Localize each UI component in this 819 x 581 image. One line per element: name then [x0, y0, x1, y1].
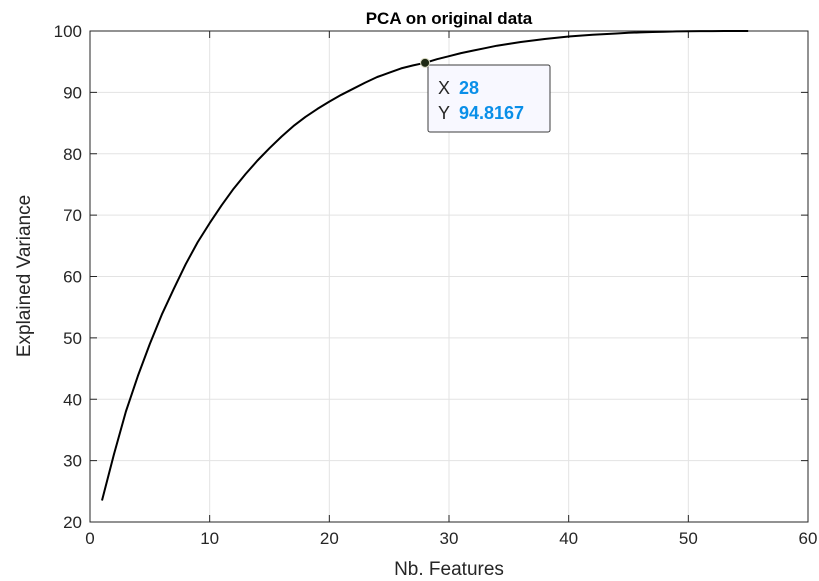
data-tip[interactable]: X 28 Y 94.8167 — [420, 57, 551, 133]
y-tick-label: 40 — [63, 390, 82, 409]
y-tick-label: 70 — [63, 206, 82, 225]
y-tick-label: 80 — [63, 145, 82, 164]
chart-title: PCA on original data — [366, 9, 533, 28]
x-axis-label: Nb. Features — [394, 559, 504, 580]
y-tick-label: 50 — [63, 329, 82, 348]
x-tick-label: 20 — [320, 529, 339, 548]
data-tip-y-key: Y — [438, 103, 450, 123]
x-tick-label: 0 — [85, 529, 94, 548]
y-axis-label: Explained Variance — [14, 195, 35, 357]
data-tip-x-value: 28 — [459, 78, 479, 98]
y-tick-label: 60 — [63, 268, 82, 287]
y-tick-label: 90 — [63, 83, 82, 102]
x-tick-label: 40 — [559, 529, 578, 548]
y-tick-label: 20 — [63, 513, 82, 532]
x-tick-labels: 0 10 20 30 40 50 60 — [85, 529, 817, 548]
x-tick-label: 10 — [200, 529, 219, 548]
y-tick-label: 30 — [63, 452, 82, 471]
data-tip-x-key: X — [438, 78, 450, 98]
axis-ticks — [89, 30, 809, 523]
x-tick-label: 50 — [679, 529, 698, 548]
data-tip-y-value: 94.8167 — [459, 103, 524, 123]
x-tick-label: 30 — [440, 529, 459, 548]
y-tick-labels: 20 30 40 50 60 70 80 90 100 — [54, 22, 82, 532]
x-tick-label: 60 — [799, 529, 818, 548]
data-tip-marker[interactable] — [420, 57, 431, 68]
y-tick-label: 100 — [54, 22, 82, 41]
data-tip-box — [427, 64, 551, 133]
